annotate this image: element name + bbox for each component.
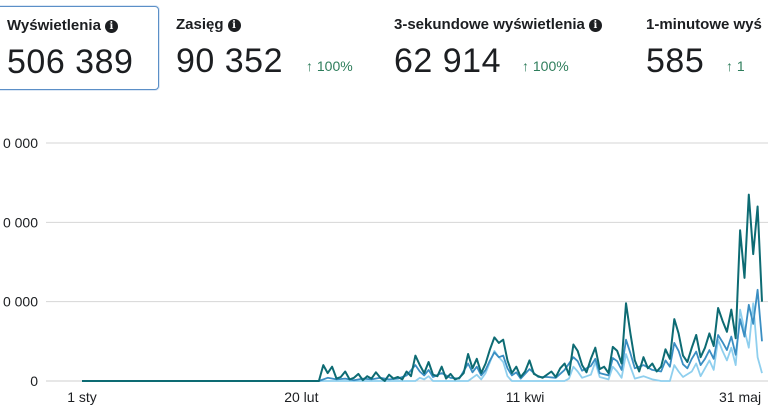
- series-line-2: [82, 288, 763, 382]
- y-axis-ticks: 0 0 000 0 000 0 000: [3, 135, 38, 389]
- x-tick-label: 31 maj: [719, 389, 761, 405]
- x-tick-label: 11 kwi: [506, 389, 545, 405]
- metric-reach-label: Zasięg: [176, 16, 224, 33]
- views-chart: 0 0 000 0 000 0 000 1 sty 20 lut 11 kwi 31 maj…: [3, 135, 768, 405]
- metric-3s-label: 3-sekundowe wyświetlenia: [394, 16, 585, 33]
- info-icon[interactable]: i: [227, 19, 241, 32]
- metric-views-label-wrap: Wyświetlenia i: [7, 17, 118, 34]
- metric-1m-value: 585: [646, 42, 705, 80]
- metric-3s-views[interactable]: 3-sekundowe wyświetlenia i 62 914 ↑ 100%: [394, 6, 634, 88]
- metric-reach-value: 90 352: [176, 42, 283, 80]
- metric-reach-delta: ↑ 100%: [306, 58, 353, 74]
- metric-reach[interactable]: Zasięg i 90 352 ↑ 100%: [176, 6, 376, 88]
- metric-views-label: Wyświetlenia: [7, 17, 101, 34]
- metric-views[interactable]: Wyświetlenia i 506 389: [0, 6, 159, 90]
- y-tick-label: 0 000: [3, 214, 38, 230]
- metric-3s-value: 62 914: [394, 42, 501, 80]
- metric-3s-delta: ↑ 100%: [522, 58, 569, 74]
- metric-reach-label-wrap: Zasięg i: [176, 16, 241, 33]
- y-tick-label: 0: [30, 373, 38, 389]
- metric-3s-label-wrap: 3-sekundowe wyświetlenia i: [394, 16, 602, 33]
- metric-1m-label: 1-minutowe wyś: [646, 16, 762, 33]
- x-tick-label: 1 sty: [67, 389, 97, 405]
- metric-1m-views[interactable]: 1-minutowe wyś 585 ↑ 1: [646, 6, 768, 88]
- chart-grid: [46, 142, 768, 382]
- x-tick-label: 20 lut: [284, 389, 318, 405]
- metrics-row: Wyświetlenia i 506 389 Zasięg i 90 352 ↑ 1…: [0, 0, 768, 92]
- series-line-3: [82, 302, 763, 382]
- info-icon[interactable]: i: [104, 20, 118, 33]
- series-line-1: [82, 193, 763, 382]
- y-tick-label: 0 000: [3, 135, 38, 151]
- chart-series: [82, 193, 763, 382]
- metric-1m-delta: ↑ 1: [726, 58, 745, 74]
- y-tick-label: 0 000: [3, 294, 38, 310]
- info-icon[interactable]: i: [588, 19, 602, 32]
- metric-views-value: 506 389: [7, 43, 134, 81]
